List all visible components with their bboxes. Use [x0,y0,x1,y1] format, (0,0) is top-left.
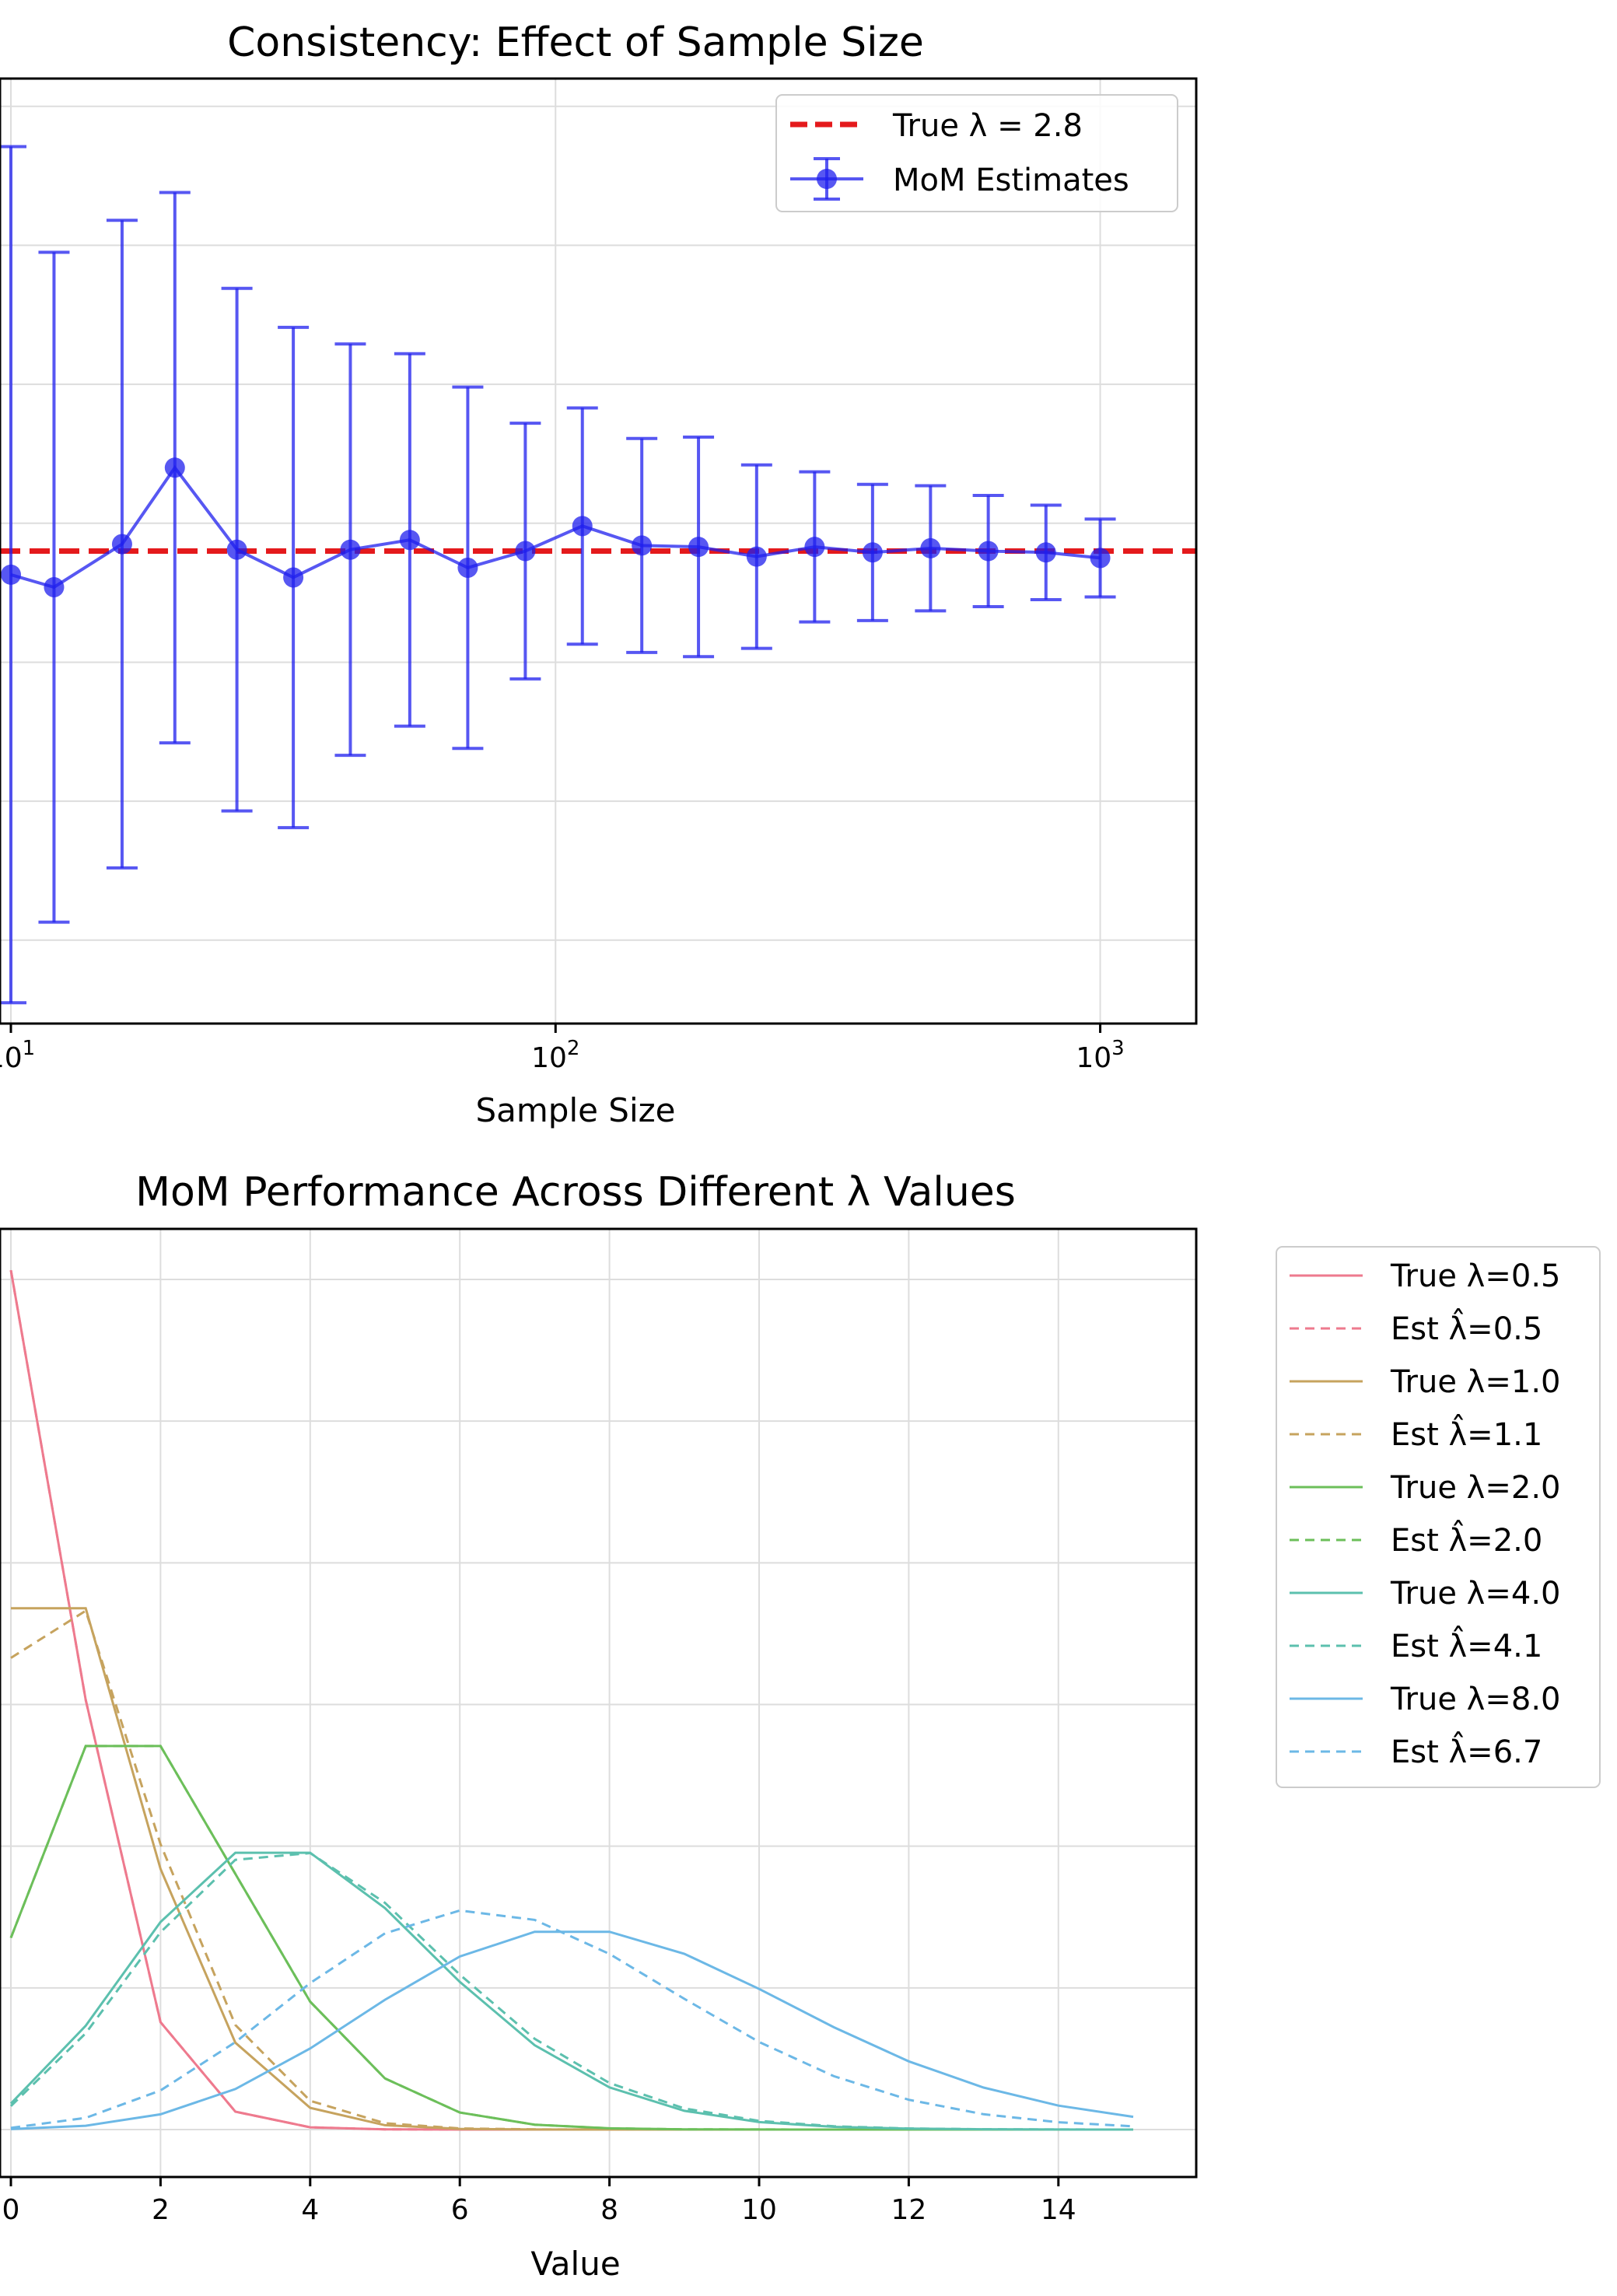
true-pmf-line [9,1269,1133,2131]
legend: True λ = 2.8 MoM Estimates [775,94,1178,212]
legend-label: True λ=2.0 [1390,1470,1560,1506]
data-point [804,537,825,558]
legend: True λ=0.5 Est λ̂=0.5 True λ=1.0 Est λ̂=1.1… [1276,1246,1601,1788]
legend-label: Est λ̂=1.1 [1391,1414,1542,1453]
data-point [572,516,593,537]
data-point [44,576,65,597]
data-point [399,530,420,551]
x-axis-label: Sample Size [475,1091,675,1129]
data-point [920,537,941,558]
tick-label: 8 [600,2194,618,2226]
estimated-pmf-line [9,1851,1134,2131]
chart-title: Consistency: Effect of Sample Size [227,19,924,66]
plot-frame [0,1227,1198,2179]
legend-label: Est λ̂=2.0 [1391,1520,1542,1559]
legend-label: Est λ̂=4.1 [1391,1626,1542,1664]
x-axis-label: Value [530,2245,620,2283]
legend-label: True λ=8.0 [1390,1682,1560,1717]
data-point [515,541,536,562]
data-point [226,539,247,560]
x-axis-ticks: 101 102 103 [0,1024,1125,1074]
plot-frame [0,77,1198,1025]
estimated-pmf-line [9,1269,1133,2131]
tick-label: 2 [152,2194,170,2226]
x-axis-ticks: 0 2 4 6 8 10 12 14 [2,2177,1076,2226]
tick-label: 101 [0,1037,35,1074]
legend-swatch-mom-marker [817,169,837,189]
data-point [457,557,478,578]
chart-lambda-performance: MoM Performance Across Different λ Value… [0,1169,1601,2283]
data-point [1,564,21,585]
data-point [283,567,304,588]
chart-consistency: Consistency: Effect of Sample Size 10110… [0,19,1198,1129]
legend-label: True λ=0.5 [1390,1258,1560,1294]
tick-label: 10 [741,2194,777,2226]
tick-label: 14 [1041,2194,1076,2226]
tick-label: 12 [891,2194,926,2226]
tick-label: 0 [2,2194,20,2226]
data-point [746,546,767,567]
tick-label: 102 [531,1037,579,1074]
data-point [340,539,361,560]
tick-label: 103 [1076,1037,1124,1074]
error-bars [0,145,1116,1005]
legend-label-mom: MoM Estimates [893,163,1129,198]
data-point [111,534,132,555]
data-point [1090,548,1111,569]
legend-box [775,94,1178,212]
legend-label: Est λ̂=0.5 [1391,1308,1542,1347]
true-pmf-line [10,1930,1134,2130]
chart-title: MoM Performance Across Different λ Value… [135,1169,1016,1216]
series-mom-estimates [1,457,1111,597]
tick-label: 4 [301,2194,319,2226]
data-point [862,542,883,563]
data-point [1035,542,1056,563]
legend-label: Est λ̂=6.7 [1391,1731,1542,1770]
legend-label-true: True λ = 2.8 [892,108,1083,144]
tick-label: 6 [451,2194,469,2226]
data-point [164,457,185,478]
true-pmf-line [11,1607,1133,2131]
estimated-pmf-line [10,1909,1134,2130]
data-point [688,537,709,558]
true-pmf-line [9,1851,1134,2131]
legend-label: True λ=1.0 [1390,1364,1560,1400]
estimated-pmf-line [10,1608,1133,2131]
data-point [978,541,999,562]
grid [0,1229,1196,2177]
data-point [632,535,653,556]
legend-label: True λ=4.0 [1390,1576,1560,1612]
series-lines [9,1269,1134,2131]
